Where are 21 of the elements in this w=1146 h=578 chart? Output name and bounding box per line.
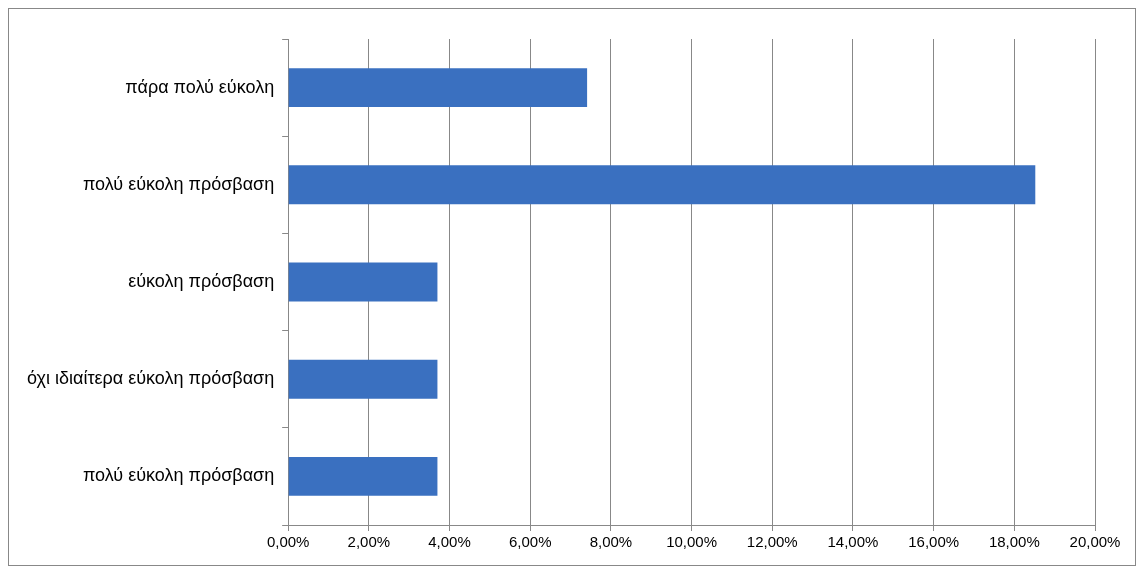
x-tick-label: 16,00% xyxy=(908,533,960,551)
x-tick-label: 8,00% xyxy=(589,533,633,551)
y-tick-label: πολύ εύκολη πρόσβαση xyxy=(82,465,275,486)
x-tick-label: 20,00% xyxy=(1069,533,1121,551)
x-tick-label: 12,00% xyxy=(746,533,798,551)
y-tick-label: πάρα πολύ εύκολη xyxy=(125,76,275,97)
x-tick-label: 2,00% xyxy=(347,533,391,551)
bar xyxy=(288,165,1036,205)
y-tick-label: όχι ιδιαίτερα εύκολη πρόσβαση xyxy=(26,368,275,389)
x-tick-label: 4,00% xyxy=(428,533,471,551)
bar xyxy=(288,359,438,399)
y-tick-label: εύκολη πρόσβαση xyxy=(128,270,275,291)
x-tick-label: 18,00% xyxy=(988,533,1040,551)
bar xyxy=(288,262,438,302)
bar xyxy=(288,456,438,496)
x-tick-label: 6,00% xyxy=(508,533,552,551)
x-tick-label: 0,00% xyxy=(266,533,310,551)
x-tick-label: 14,00% xyxy=(827,533,879,551)
bar xyxy=(288,68,588,108)
x-tick-label: 10,00% xyxy=(666,533,718,551)
y-tick-label: πολύ εύκολη πρόσβαση xyxy=(82,173,275,194)
